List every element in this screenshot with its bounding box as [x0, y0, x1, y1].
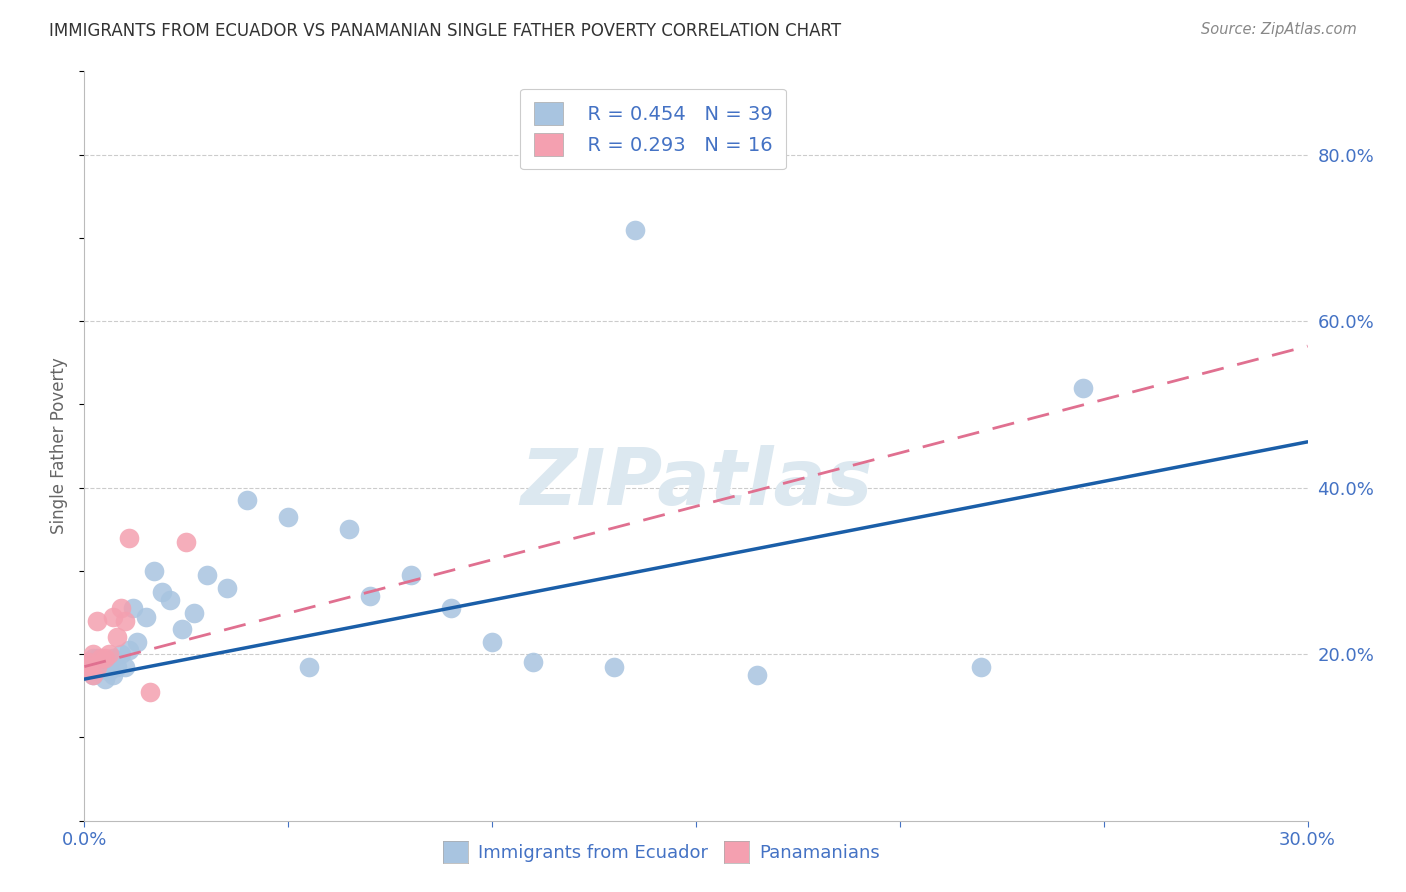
Point: [93, 672, 115, 686]
Y-axis label: Single Father Poverty: Single Father Poverty: [51, 358, 69, 534]
Point: [114, 614, 136, 628]
Text: ZIPatlas: ZIPatlas: [520, 445, 872, 522]
Point: [174, 534, 197, 549]
Point: [970, 659, 993, 673]
Point: [138, 684, 160, 698]
Point: [105, 631, 128, 645]
Point: [217, 581, 239, 595]
Point: [86, 659, 108, 673]
Text: Immigrants from Ecuador: Immigrants from Ecuador: [478, 844, 709, 862]
Point: [82, 651, 104, 665]
Point: [93, 659, 115, 673]
Point: [481, 634, 503, 648]
Point: [77, 659, 100, 673]
Point: [159, 593, 181, 607]
Point: [1073, 381, 1095, 395]
Point: [101, 609, 124, 624]
Point: [86, 664, 108, 678]
Point: [522, 656, 544, 670]
Point: [142, 564, 165, 578]
Point: [172, 622, 194, 636]
Point: [82, 647, 104, 661]
Point: [90, 659, 112, 673]
Point: [359, 589, 381, 603]
Point: [77, 659, 100, 673]
Point: [747, 668, 769, 682]
Point: [135, 609, 157, 624]
Point: [82, 668, 104, 682]
Point: [86, 651, 108, 665]
Legend:   R = 0.454   N = 39,   R = 0.293   N = 16: R = 0.454 N = 39, R = 0.293 N = 16: [520, 88, 786, 169]
Point: [77, 656, 100, 670]
Point: [236, 493, 259, 508]
Point: [97, 664, 120, 678]
Point: [93, 651, 115, 665]
Point: [114, 659, 136, 673]
Point: [399, 568, 422, 582]
Point: [127, 634, 149, 648]
Text: IMMIGRANTS FROM ECUADOR VS PANAMANIAN SINGLE FATHER POVERTY CORRELATION CHART: IMMIGRANTS FROM ECUADOR VS PANAMANIAN SI…: [49, 22, 841, 40]
Point: [277, 509, 299, 524]
Point: [105, 659, 128, 673]
Point: [195, 568, 218, 582]
Point: [110, 647, 132, 661]
Point: [90, 651, 112, 665]
Point: [86, 614, 108, 628]
Point: [440, 601, 463, 615]
Point: [603, 659, 626, 673]
Point: [110, 601, 132, 615]
Point: [118, 643, 141, 657]
Point: [122, 601, 145, 615]
Text: Panamanians: Panamanians: [759, 844, 880, 862]
Point: [624, 222, 647, 236]
Point: [101, 668, 124, 682]
Text: Source: ZipAtlas.com: Source: ZipAtlas.com: [1201, 22, 1357, 37]
Point: [150, 584, 173, 599]
Point: [339, 522, 361, 536]
Point: [82, 668, 104, 682]
Point: [298, 659, 321, 673]
Point: [118, 531, 141, 545]
Point: [183, 606, 205, 620]
Point: [97, 647, 120, 661]
Point: [101, 651, 124, 665]
